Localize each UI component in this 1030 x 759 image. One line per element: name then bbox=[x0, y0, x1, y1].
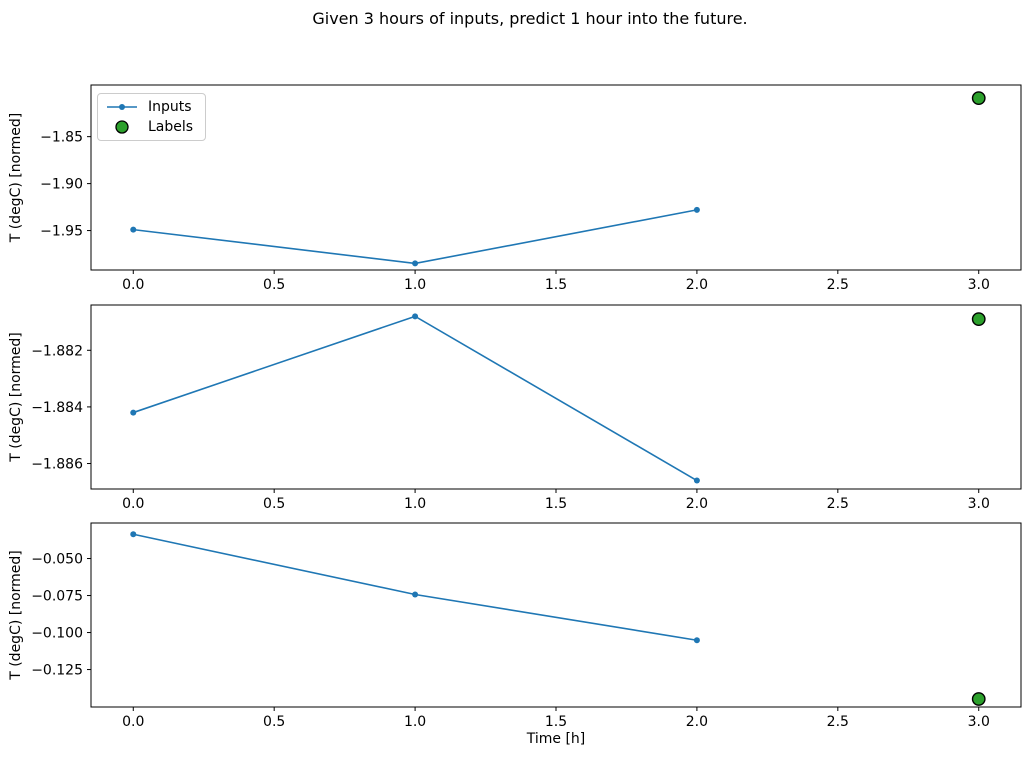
inputs-marker bbox=[412, 313, 419, 320]
y-tick-label: −0.075 bbox=[31, 589, 83, 605]
legend-label-inputs: Inputs bbox=[148, 99, 192, 115]
inputs-marker bbox=[412, 260, 419, 267]
legend-item-inputs: Inputs bbox=[105, 99, 193, 115]
y-tick-label: −0.050 bbox=[31, 552, 83, 568]
labels-dot-icon bbox=[115, 120, 129, 134]
axes-frame bbox=[90, 84, 1022, 271]
labels-point bbox=[971, 312, 986, 327]
inputs-marker bbox=[130, 531, 137, 538]
legend-item-labels: Labels bbox=[105, 119, 193, 135]
x-tick-label: 1.5 bbox=[545, 496, 567, 512]
y-tick-label: −1.886 bbox=[31, 457, 83, 473]
x-tick-label: 1.0 bbox=[404, 277, 426, 293]
subplot-3: 0.0 0.5 1.0 1.5 2.0 2.5 3.0 −0.050 −0.075 −0.100 −… bbox=[8, 522, 1022, 730]
y-tick-label: −1.882 bbox=[31, 343, 83, 359]
figure-title: Given 3 hours of inputs, predict 1 hour … bbox=[312, 9, 748, 28]
y-axis-title: T (degC) [normed] bbox=[8, 113, 24, 244]
labels-point bbox=[971, 692, 986, 706]
x-tick-label: 1.5 bbox=[545, 714, 567, 730]
inputs-line-icon bbox=[107, 104, 137, 110]
y-tick-label: −0.100 bbox=[31, 626, 83, 642]
x-tick-label: 1.0 bbox=[404, 496, 426, 512]
inputs-marker bbox=[412, 591, 419, 598]
x-tick-label: 0.5 bbox=[263, 277, 285, 293]
inputs-marker bbox=[130, 409, 137, 416]
y-axis-title: T (degC) [normed] bbox=[8, 332, 24, 463]
x-tick-label: 3.0 bbox=[968, 496, 990, 512]
x-tick-label: 2.0 bbox=[686, 496, 708, 512]
axes-frame bbox=[90, 522, 1022, 708]
x-tick-label: 0.5 bbox=[263, 714, 285, 730]
y-tick-label: −1.884 bbox=[31, 400, 83, 416]
x-tick-label: 3.0 bbox=[968, 714, 990, 730]
inputs-line bbox=[133, 315, 698, 482]
y-tick-label: −1.85 bbox=[40, 130, 83, 146]
y-tick-label: −1.90 bbox=[40, 177, 83, 193]
inputs-line bbox=[133, 533, 698, 642]
y-axis-title: T (degC) [normed] bbox=[8, 550, 24, 681]
labels-point bbox=[971, 91, 986, 106]
legend: Inputs Labels bbox=[97, 93, 207, 141]
x-tick-label: 1.0 bbox=[404, 714, 426, 730]
y-tick-label: −1.95 bbox=[40, 224, 83, 240]
x-tick-label: 1.5 bbox=[545, 277, 567, 293]
inputs-marker bbox=[693, 206, 700, 213]
inputs-marker bbox=[130, 226, 137, 233]
x-tick-label: 0.0 bbox=[122, 496, 144, 512]
x-tick-label: 2.5 bbox=[827, 496, 849, 512]
legend-label-labels: Labels bbox=[148, 119, 194, 135]
inputs-line bbox=[133, 209, 698, 265]
x-tick-label: 2.5 bbox=[827, 277, 849, 293]
x-tick-label: 0.0 bbox=[122, 714, 144, 730]
axes-frame bbox=[90, 304, 1022, 490]
y-tick-label: −0.125 bbox=[31, 663, 83, 679]
x-tick-label: 0.0 bbox=[122, 277, 144, 293]
x-tick-label: 2.5 bbox=[827, 714, 849, 730]
x-tick-label: 2.0 bbox=[686, 277, 708, 293]
x-axis-title: Time [h] bbox=[526, 731, 586, 747]
inputs-marker bbox=[693, 637, 700, 644]
subplot-1: 0.0 0.5 1.0 1.5 2.0 2.5 3.0 −1.85 −1.90 −1.95 T (d… bbox=[8, 84, 1022, 293]
x-tick-label: 3.0 bbox=[968, 277, 990, 293]
x-tick-label: 0.5 bbox=[263, 496, 285, 512]
inputs-marker bbox=[693, 477, 700, 484]
x-tick-label: 2.0 bbox=[686, 714, 708, 730]
subplot-2: 0.0 0.5 1.0 1.5 2.0 2.5 3.0 −1.882 −1.884 −1.886 T… bbox=[8, 304, 1022, 512]
